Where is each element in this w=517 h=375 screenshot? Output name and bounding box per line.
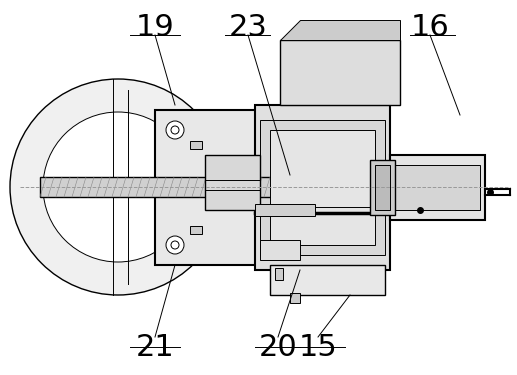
Text: 16: 16 bbox=[410, 13, 449, 42]
Bar bbox=[290, 293, 300, 303]
Text: 15: 15 bbox=[299, 333, 338, 362]
Text: 21: 21 bbox=[135, 333, 174, 362]
Bar bbox=[395, 165, 480, 210]
Text: 20: 20 bbox=[258, 333, 297, 362]
Bar bbox=[270, 130, 375, 245]
Bar bbox=[255, 204, 315, 216]
Bar bbox=[190, 226, 202, 234]
Bar bbox=[280, 40, 400, 105]
Circle shape bbox=[43, 112, 193, 262]
Bar bbox=[275, 268, 283, 280]
Bar bbox=[260, 120, 385, 255]
Bar bbox=[370, 160, 395, 215]
Circle shape bbox=[166, 121, 184, 139]
Polygon shape bbox=[280, 20, 400, 40]
Bar bbox=[205, 155, 260, 210]
Bar bbox=[390, 155, 485, 220]
Bar bbox=[375, 165, 390, 210]
Text: 23: 23 bbox=[229, 13, 267, 42]
Circle shape bbox=[166, 236, 184, 254]
Bar bbox=[270, 265, 385, 295]
Bar bbox=[190, 141, 202, 149]
Bar bbox=[155, 110, 260, 265]
Bar bbox=[40, 177, 380, 197]
Circle shape bbox=[10, 79, 226, 295]
Bar bbox=[255, 105, 390, 270]
Text: 19: 19 bbox=[135, 13, 174, 42]
Bar bbox=[260, 240, 300, 260]
